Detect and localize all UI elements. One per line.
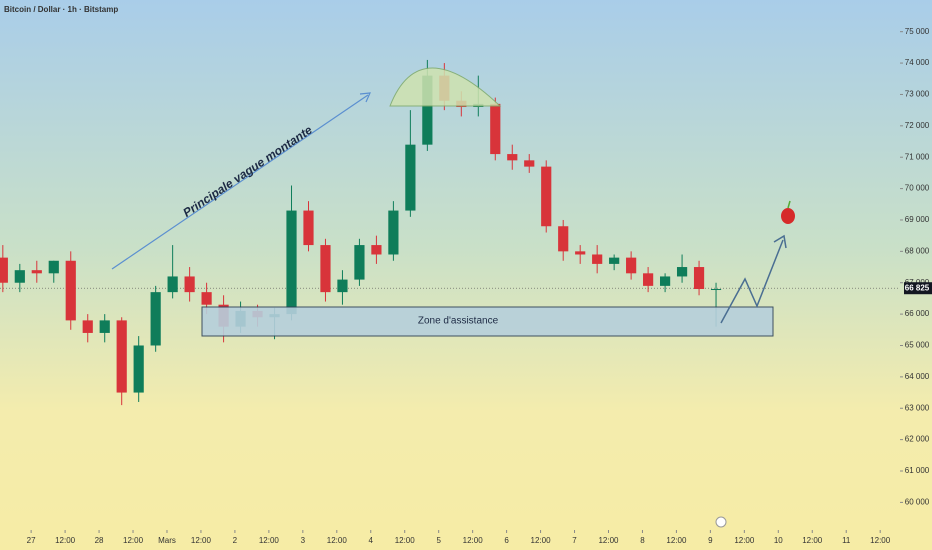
candle-body — [133, 345, 144, 393]
candle-body — [48, 260, 59, 274]
x-tick-label: 12:00 — [55, 536, 76, 545]
x-tick-label: 12:00 — [598, 536, 619, 545]
candle-body — [405, 144, 416, 211]
support-zone — [201, 306, 774, 337]
y-tick-label: 75 000 — [905, 27, 930, 36]
y-tick-label: 63 000 — [905, 403, 930, 412]
candle-body — [575, 251, 586, 255]
projection-head — [773, 234, 787, 249]
y-tick-label: 71 000 — [905, 152, 930, 161]
chart-title: Bitcoin / Dollar · 1h · Bitstamp — [4, 5, 118, 14]
candle-body — [676, 267, 688, 277]
x-tick-label: 12:00 — [327, 536, 348, 545]
x-tick-label: 12:00 — [666, 536, 687, 545]
x-tick-label: 27 — [27, 536, 36, 545]
candle-body — [167, 276, 178, 293]
candle-body — [693, 267, 705, 290]
y-tick-label: 68 000 — [905, 246, 930, 255]
y-tick-label: 64 000 — [905, 372, 930, 381]
candle-body — [643, 273, 654, 286]
x-tick-label: 3 — [301, 536, 306, 545]
projection-path — [720, 239, 784, 324]
last-price-tag — [904, 282, 932, 295]
last-price-label: 66 825 — [905, 283, 930, 292]
candle-body — [592, 254, 603, 264]
x-tick-label: 12:00 — [259, 536, 280, 545]
candle-body — [0, 257, 8, 283]
candle-body — [388, 210, 399, 255]
x-tick-label: 12:00 — [802, 536, 823, 545]
x-tick-label: 4 — [369, 536, 374, 545]
candle-body — [354, 245, 365, 280]
candle-body — [541, 166, 552, 227]
candle-body — [31, 270, 42, 274]
x-tick-label: 5 — [436, 536, 441, 545]
candle-body — [65, 260, 76, 321]
y-tick-label: 60 000 — [905, 497, 930, 506]
y-tick-label: 61 000 — [905, 466, 930, 475]
y-tick-label: 62 000 — [905, 435, 930, 444]
x-tick-label: 12:00 — [395, 536, 416, 545]
x-tick-label: 12:00 — [870, 536, 891, 545]
candle-body — [320, 245, 331, 293]
x-tick-label: 12:00 — [734, 536, 755, 545]
candle-body — [507, 154, 518, 161]
x-tick-label: 10 — [774, 536, 783, 545]
x-tick-label: 6 — [504, 536, 509, 545]
y-tick-label: 66 000 — [905, 309, 930, 318]
candle-body — [660, 276, 671, 286]
y-tick-label: 73 000 — [905, 90, 930, 99]
candle-body — [116, 320, 127, 393]
candle-body — [286, 210, 297, 315]
x-tick-label: 28 — [95, 536, 104, 545]
candle-body — [371, 245, 382, 255]
x-tick-label: 8 — [640, 536, 645, 545]
trend-arrow — [111, 94, 369, 270]
x-tick-label: Mars — [158, 536, 176, 545]
x-tick-label: 9 — [708, 536, 713, 545]
candle-body — [184, 276, 195, 293]
x-tick-label: 12:00 — [123, 536, 144, 545]
x-tick-label: 12:00 — [463, 536, 484, 545]
candle-body — [609, 257, 620, 264]
candle-body — [558, 226, 569, 252]
candle-body — [337, 279, 348, 293]
x-tick-label: 11 — [842, 536, 851, 545]
candle-body — [99, 320, 110, 333]
y-tick-label: 74 000 — [905, 58, 930, 67]
y-tick-label: 65 000 — [905, 341, 930, 350]
candle-body — [150, 292, 161, 346]
x-tick-label: 7 — [572, 536, 577, 545]
candle-body — [82, 320, 93, 333]
candle-body — [201, 292, 212, 305]
candle-body — [422, 75, 433, 145]
top-arc — [389, 67, 502, 107]
x-tick-label: 2 — [233, 536, 238, 545]
candle-body — [524, 160, 535, 167]
zone-label: Zone d'assistance — [418, 316, 499, 327]
y-tick-label: 69 000 — [905, 215, 930, 224]
arrow-head — [359, 92, 371, 103]
apple-icon — [781, 200, 795, 224]
candle-body — [626, 257, 637, 274]
x-tick-label: 12:00 — [191, 536, 212, 545]
y-tick-label: 72 000 — [905, 121, 930, 130]
wave-label: Principale vague montante — [180, 123, 315, 220]
x-tick-label: 12:00 — [531, 536, 552, 545]
replay-button[interactable] — [715, 516, 727, 528]
candle-body — [14, 270, 25, 283]
candle-body — [490, 103, 501, 155]
y-tick-label: 70 000 — [905, 184, 930, 193]
candle-body — [710, 289, 722, 291]
candle-body — [303, 210, 314, 246]
